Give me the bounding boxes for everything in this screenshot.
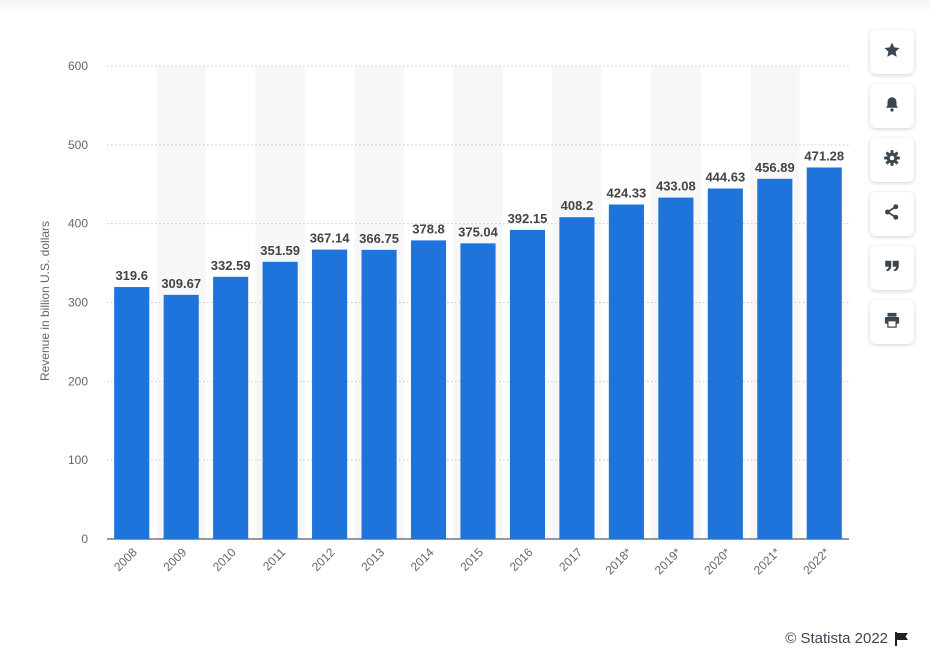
data-label: 366.75: [359, 231, 399, 246]
bar[interactable]: [806, 167, 842, 539]
y-tick-label: 200: [68, 374, 88, 388]
star-icon: [883, 41, 901, 64]
x-tick-label: 2016: [507, 545, 536, 574]
x-tick-label: 2020*: [701, 545, 733, 577]
top-bar: [0, 0, 930, 12]
data-label: 378.8: [412, 221, 445, 236]
credit-text: © Statista 2022: [785, 630, 888, 647]
x-tick-label: 2017: [556, 545, 585, 574]
bar[interactable]: [163, 294, 199, 539]
print-button[interactable]: [870, 300, 914, 344]
share-button[interactable]: [870, 192, 914, 236]
gear-icon: [883, 149, 901, 172]
favorite-button[interactable]: [870, 30, 914, 74]
notification-button[interactable]: [870, 84, 914, 128]
data-label: 332.59: [211, 258, 251, 273]
x-tick-label: 2008: [111, 545, 140, 574]
bar[interactable]: [312, 249, 348, 540]
share-icon: [883, 203, 901, 226]
y-tick-label: 600: [68, 59, 88, 73]
bar[interactable]: [509, 229, 546, 539]
bar[interactable]: [559, 217, 595, 539]
bell-icon: [883, 95, 901, 118]
y-tick-label: 300: [68, 296, 88, 310]
data-label: 456.89: [755, 160, 795, 175]
print-icon: [883, 311, 901, 334]
bar[interactable]: [757, 178, 793, 539]
bar[interactable]: [262, 261, 298, 539]
side-toolbar: [870, 30, 914, 354]
bar[interactable]: [114, 287, 150, 539]
y-tick-label: 400: [68, 217, 88, 231]
y-tick-label: 0: [81, 532, 88, 546]
data-label: 367.14: [310, 231, 351, 246]
bar[interactable]: [361, 249, 397, 539]
bar[interactable]: [213, 276, 249, 539]
data-label: 408.2: [561, 198, 594, 213]
x-tick-label: 2021*: [751, 545, 783, 577]
data-label: 351.59: [260, 243, 300, 258]
x-tick-label: 2012: [309, 545, 338, 574]
x-tick-label: 2011: [260, 545, 288, 573]
x-tick-label: 2013: [358, 545, 387, 574]
x-tick-label: 2019*: [652, 545, 684, 577]
bar[interactable]: [410, 240, 447, 539]
data-label: 319.6: [115, 268, 148, 283]
data-label: 424.33: [607, 185, 647, 200]
settings-button[interactable]: [870, 138, 914, 182]
bar[interactable]: [608, 204, 644, 539]
y-tick-label: 100: [68, 453, 88, 467]
y-axis-label: Revenue in billion U.S. dollars: [38, 221, 52, 381]
bar[interactable]: [658, 197, 694, 539]
y-tick-label: 500: [68, 138, 88, 152]
flag-icon: [894, 631, 910, 647]
data-label: 471.28: [804, 148, 844, 163]
data-label: 444.63: [705, 169, 745, 184]
data-label: 433.08: [656, 179, 696, 194]
bar[interactable]: [707, 188, 743, 540]
data-label: 309.67: [161, 276, 201, 291]
cite-button[interactable]: [870, 246, 914, 290]
x-tick-label: 2014: [408, 545, 437, 574]
data-label: 375.04: [458, 224, 499, 239]
x-tick-label: 2022*: [800, 545, 832, 577]
x-tick-label: 2018*: [602, 545, 634, 577]
x-tick-label: 2010: [210, 545, 239, 574]
data-label: 392.15: [508, 211, 548, 226]
bar[interactable]: [460, 243, 496, 540]
x-tick-label: 2009: [161, 545, 190, 574]
x-tick-label: 2015: [457, 545, 486, 574]
statista-credit[interactable]: © Statista 2022: [785, 630, 910, 647]
bar-chart: 0 100 200 300 400 500 600 319.6 309.67 332.59 351…: [38, 59, 849, 577]
quote-icon: [883, 257, 901, 280]
